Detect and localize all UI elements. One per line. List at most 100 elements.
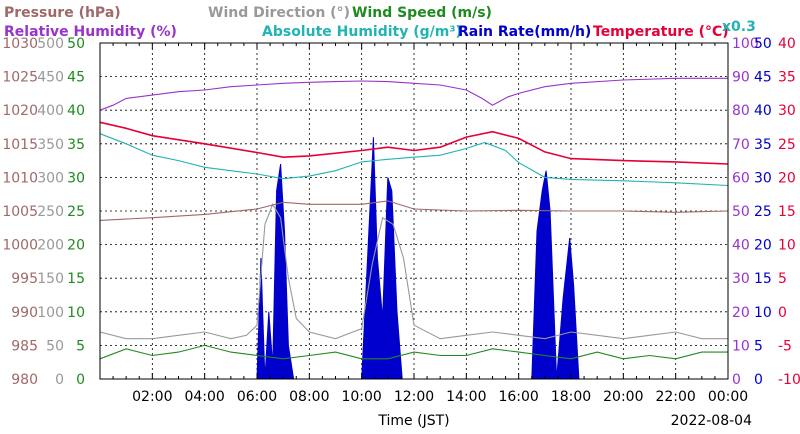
- wind-speed-tick-label: 0: [76, 372, 85, 388]
- wind-speed-tick-label: 30: [67, 170, 85, 186]
- wind-speed-tick-label: 35: [67, 137, 85, 153]
- pressure-tick-label: 1030: [2, 36, 38, 52]
- wind-speed-tick-label: 5: [76, 338, 85, 354]
- legend-entry: Temperature (°C): [593, 24, 729, 40]
- humidity-tick-label: 30: [732, 271, 750, 287]
- x-tick-label: 02:00: [132, 389, 172, 405]
- date-label: 2022-08-04: [671, 413, 752, 429]
- pressure-tick-label: 1000: [2, 238, 38, 254]
- x-tick-label: 22:00: [655, 389, 695, 405]
- rain-rate-tick-label: 0: [754, 372, 763, 388]
- humidity-tick-label: 90: [732, 70, 750, 86]
- pressure-line: [99, 200, 729, 221]
- relative-humidity-line: [99, 77, 728, 111]
- wind-speed-tick-label: 25: [67, 204, 85, 220]
- left-axes: 9809859909951000100510101015102010251030…: [2, 36, 85, 388]
- wind-direction-tick-label: 250: [37, 204, 64, 220]
- temperature-line: [99, 121, 729, 165]
- legend-entry: Wind Speed (m/s): [352, 5, 492, 21]
- legend-entry: Wind Direction (°): [208, 5, 350, 21]
- wind-direction-tick-label: 50: [46, 338, 64, 354]
- wind-direction-tick-label: 400: [37, 103, 64, 119]
- rain-rate-tick-label: 15: [754, 271, 772, 287]
- x-tick-label: 00:00: [708, 389, 748, 405]
- temperature-tick-label: 0: [778, 305, 787, 321]
- rain-rate-area: [100, 137, 728, 380]
- humidity-tick-label: 100: [732, 36, 759, 52]
- x-tick-label: 10:00: [341, 389, 381, 405]
- wind-speed-tick-label: 50: [67, 36, 85, 52]
- pressure-tick-label: 980: [11, 372, 38, 388]
- legend-entry: Pressure (hPa): [4, 5, 121, 21]
- humidity-tick-label: 20: [732, 305, 750, 321]
- wind-direction-tick-label: 450: [37, 70, 64, 86]
- rain-rate-tick-label: 45: [754, 70, 772, 86]
- temperature-tick-label: 30: [778, 103, 796, 119]
- temperature-tick-label: 40: [778, 36, 796, 52]
- x-tick-label: 16:00: [498, 389, 538, 405]
- pressure-tick-label: 985: [11, 338, 38, 354]
- humidity-tick-label: 50: [732, 204, 750, 220]
- wind-speed-line: [99, 344, 728, 360]
- pressure-tick-label: 1020: [2, 103, 38, 119]
- x-tick-label: 08:00: [289, 389, 329, 405]
- wind-speed-tick-label: 45: [67, 70, 85, 86]
- wind-direction-tick-label: 0: [55, 372, 64, 388]
- x-tick-label: 06:00: [237, 389, 277, 405]
- rain-rate-tick-label: 35: [754, 137, 772, 153]
- humidity-tick-label: 40: [732, 238, 750, 254]
- legend-entry: Absolute Humidity (g/m³): [262, 24, 462, 40]
- rain-rate-tick-label: 40: [754, 103, 772, 119]
- temperature-tick-label: 35: [778, 70, 796, 86]
- wind-direction-tick-label: 350: [37, 137, 64, 153]
- x-tick-label: 14:00: [446, 389, 486, 405]
- wind-direction-tick-label: 500: [37, 36, 64, 52]
- wind-direction-tick-label: 200: [37, 238, 64, 254]
- pressure-tick-label: 1005: [2, 204, 38, 220]
- wind-direction-tick-label: 300: [37, 170, 64, 186]
- temperature-tick-label: 10: [778, 238, 796, 254]
- pressure-tick-label: 990: [11, 305, 38, 321]
- legend-entry: Rain Rate(mm/h): [458, 24, 591, 40]
- wind-speed-tick-label: 20: [67, 238, 85, 254]
- pressure-tick-label: 995: [11, 271, 38, 287]
- right-axes: 0102030405060708090100051015202530354045…: [732, 36, 800, 388]
- rain-rate-tick-label: 20: [754, 238, 772, 254]
- wind-direction-tick-label: 100: [37, 305, 64, 321]
- x-axis: 02:00 04:00 06:00 08:00 10:00 12:00 14:00 16:00…: [99, 43, 748, 405]
- wind-speed-tick-label: 15: [67, 271, 85, 287]
- x-tick-label: 12:00: [394, 389, 434, 405]
- rain-rate-tick-label: 50: [754, 36, 772, 52]
- humidity-tick-label: 80: [732, 103, 750, 119]
- temperature-tick-label: 15: [778, 204, 796, 220]
- x-tick-label: 18:00: [551, 389, 591, 405]
- rain-rate-tick-label: 5: [754, 338, 763, 354]
- wind-direction-line: [99, 203, 728, 340]
- x-axis-label: Time (JST): [377, 413, 449, 429]
- rain-rate-tick-label: 10: [754, 305, 772, 321]
- temperature-tick-label: 20: [778, 170, 796, 186]
- humidity-tick-label: 70: [732, 137, 750, 153]
- wind-speed-tick-label: 10: [67, 305, 85, 321]
- humidity-tick-label: 10: [732, 338, 750, 354]
- pressure-tick-label: 1010: [2, 170, 38, 186]
- legend-entry: Relative Humidity (%): [4, 24, 177, 40]
- pressure-tick-label: 1025: [2, 70, 38, 86]
- x-tick-label: 20:00: [603, 389, 643, 405]
- series-layer: [99, 77, 729, 380]
- rain-rate-tick-label: 30: [754, 170, 772, 186]
- wind-speed-tick-label: 40: [67, 103, 85, 119]
- pressure-tick-label: 1015: [2, 137, 38, 153]
- x-tick-label: 04:00: [184, 389, 224, 405]
- temperature-tick-label: 5: [778, 271, 787, 287]
- wind-direction-tick-label: 150: [37, 271, 64, 287]
- humidity-tick-label: 60: [732, 170, 750, 186]
- temperature-tick-label: 25: [778, 137, 796, 153]
- temperature-tick-label: -5: [778, 338, 792, 354]
- rain-rate-tick-label: 25: [754, 204, 772, 220]
- rain-scale-note: x0.3: [722, 19, 756, 35]
- temperature-tick-label: -10: [778, 372, 800, 388]
- absolute-humidity-line: [99, 133, 729, 187]
- legend: Pressure (hPa) Wind Direction (°) Wind Spe…: [4, 5, 756, 40]
